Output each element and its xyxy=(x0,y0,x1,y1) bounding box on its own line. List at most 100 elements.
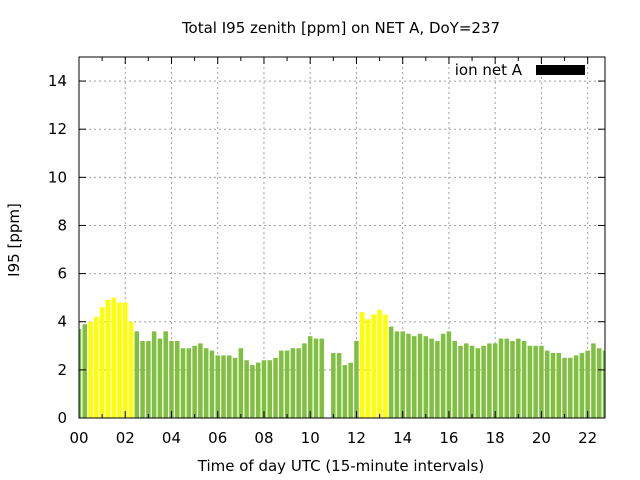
bar xyxy=(371,314,377,418)
bar xyxy=(151,331,157,418)
bar xyxy=(498,338,504,418)
bar xyxy=(336,353,342,418)
bar xyxy=(568,357,573,418)
bar xyxy=(469,345,475,418)
bar xyxy=(232,357,238,418)
bar xyxy=(255,362,261,418)
x-tick-label: 20 xyxy=(532,429,551,447)
bar xyxy=(591,343,596,418)
bar xyxy=(406,333,411,418)
bar xyxy=(307,336,313,418)
bar xyxy=(313,338,319,418)
bar xyxy=(227,355,232,418)
bar xyxy=(94,316,99,418)
bar xyxy=(290,348,296,418)
y-tick-labels: 0 2 4 6 8 10 12 14 xyxy=(48,72,67,427)
x-tick-label: 02 xyxy=(116,429,135,447)
legend-swatch xyxy=(536,65,585,75)
plot-frame xyxy=(78,56,606,419)
bar xyxy=(544,350,550,418)
bar xyxy=(585,350,590,418)
y-tick-label: 4 xyxy=(57,313,67,331)
bar xyxy=(128,321,134,418)
axis-ticks xyxy=(78,57,605,419)
bar xyxy=(481,345,486,418)
bar xyxy=(79,328,82,418)
bar xyxy=(198,343,203,418)
bar xyxy=(99,307,105,418)
bar xyxy=(579,353,585,418)
bar xyxy=(180,348,186,418)
x-axis-label: Time of day UTC (15-minute intervals) xyxy=(197,457,484,475)
bar xyxy=(423,336,429,418)
bar xyxy=(492,343,498,418)
bar xyxy=(279,350,284,418)
x-tick-label: 14 xyxy=(393,429,412,447)
bar xyxy=(244,360,249,418)
bar xyxy=(475,348,481,418)
bar xyxy=(111,297,116,418)
bar xyxy=(209,350,215,418)
bar xyxy=(487,343,492,418)
bar xyxy=(417,333,423,418)
x-tick-label: 22 xyxy=(578,429,597,447)
bar xyxy=(140,340,145,418)
bar xyxy=(440,333,446,418)
y-tick-label: 0 xyxy=(57,409,67,427)
bar xyxy=(175,340,180,418)
chart-title: Total I95 zenith [ppm] on NET A, DoY=237 xyxy=(181,19,500,37)
bar xyxy=(533,345,538,418)
x-tick-label: 06 xyxy=(208,429,227,447)
bar xyxy=(504,338,509,418)
legend: ion net A xyxy=(455,61,585,79)
bar xyxy=(394,331,400,418)
bar xyxy=(400,331,405,418)
bar xyxy=(146,340,151,418)
bar xyxy=(562,357,567,418)
bar xyxy=(82,324,88,418)
bar xyxy=(354,340,359,418)
bar xyxy=(521,340,527,418)
bar xyxy=(527,345,533,418)
bar xyxy=(105,300,111,418)
bar xyxy=(192,345,197,418)
bar xyxy=(573,355,579,418)
bar xyxy=(215,355,220,418)
bar xyxy=(117,302,122,418)
bar xyxy=(88,321,93,418)
bar xyxy=(596,348,602,418)
bar xyxy=(302,343,307,418)
bar xyxy=(319,338,325,418)
bar xyxy=(267,360,273,418)
bar xyxy=(342,365,348,418)
x-tick-label: 08 xyxy=(254,429,273,447)
x-tick-label: 18 xyxy=(486,429,505,447)
x-tick-label: 04 xyxy=(162,429,181,447)
y-tick-label: 6 xyxy=(57,265,67,283)
bar xyxy=(516,338,521,418)
bar xyxy=(452,340,457,418)
bar xyxy=(296,348,301,418)
bar xyxy=(435,340,440,418)
bar xyxy=(348,362,353,418)
bar xyxy=(429,338,434,418)
bar xyxy=(250,365,255,418)
y-tick-label: 12 xyxy=(48,120,67,138)
bar xyxy=(169,340,174,418)
bar xyxy=(359,312,365,418)
bar xyxy=(510,340,515,418)
bar xyxy=(284,350,290,418)
bar xyxy=(446,331,452,418)
bars xyxy=(79,297,605,418)
bar xyxy=(377,309,382,418)
x-tick-labels: 00 02 04 06 08 10 12 14 16 18 20 22 xyxy=(69,429,597,447)
bar xyxy=(273,357,278,418)
bar xyxy=(388,326,394,418)
bar xyxy=(539,345,544,418)
bar xyxy=(122,302,128,418)
bar xyxy=(221,355,226,418)
bar xyxy=(464,343,469,418)
bar xyxy=(203,348,209,418)
bar xyxy=(331,353,336,418)
